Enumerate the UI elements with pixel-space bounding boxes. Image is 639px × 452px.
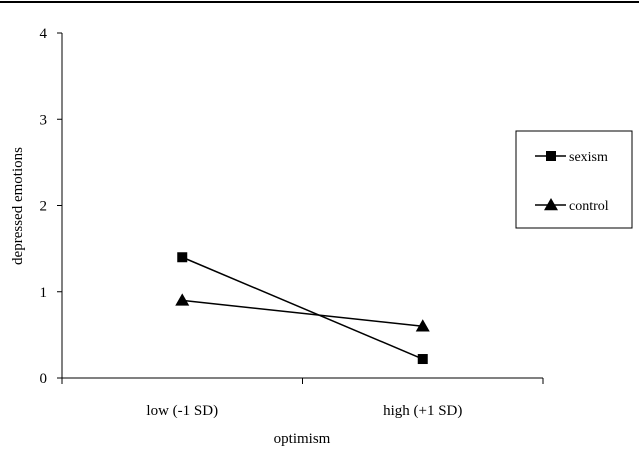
x-tick-label: low (-1 SD)	[146, 403, 218, 419]
y-tick-label: 4	[40, 26, 48, 42]
y-tick-label: 2	[40, 199, 48, 215]
x-axis: low (-1 SD) high (+1 SD)	[61, 377, 544, 419]
data-point-sexism	[177, 252, 188, 263]
legend-marker-control	[544, 198, 558, 211]
series-layer	[175, 252, 430, 365]
data-point-control	[175, 293, 190, 306]
legend-label-sexism: sexism	[569, 150, 608, 165]
legend-box	[515, 130, 633, 229]
x-tick-label: high (+1 SD)	[383, 403, 462, 419]
data-point-sexism	[417, 354, 428, 365]
series-line-control	[182, 299, 423, 327]
y-tick-label: 3	[40, 112, 48, 128]
series-line-sexism	[181, 256, 424, 360]
data-point-control	[415, 319, 430, 332]
y-axis: 0 1 2 3 4	[40, 26, 63, 387]
legend-label-control: control	[569, 199, 609, 214]
x-axis-title: optimism	[274, 431, 331, 447]
y-tick-label: 1	[40, 285, 48, 301]
legend-marker-sexism	[546, 151, 556, 161]
legend: sexism control	[515, 130, 633, 229]
y-axis-title: depressed emotions	[10, 147, 26, 265]
y-tick-label: 0	[40, 371, 48, 387]
